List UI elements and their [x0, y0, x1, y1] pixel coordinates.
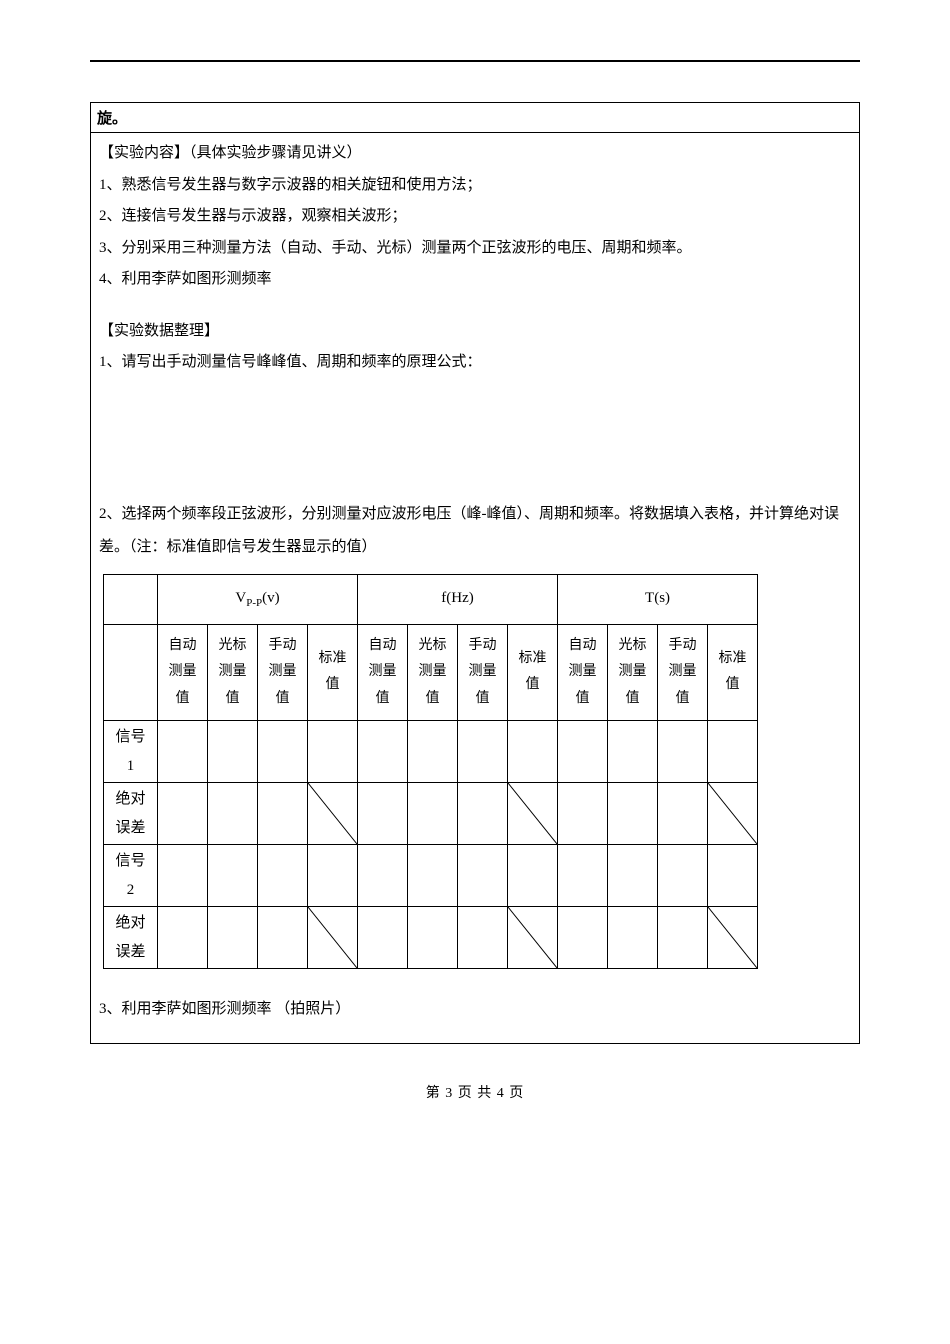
data-heading: 【实验数据整理】 [99, 319, 851, 345]
table-row: 信号1 [104, 721, 758, 783]
sub-h-std: 标准值 [308, 624, 358, 721]
exp-item-2: 2、连接信号发生器与示波器，观察相关波形； [99, 204, 851, 230]
data-q2: 2、选择两个频率段正弦波形，分别测量对应波形电压（峰-峰值）、周期和频率。将数据… [99, 498, 851, 564]
sub-h-manual: 手动测量值 [658, 624, 708, 721]
diagonal-cell [308, 783, 358, 845]
row-label-signal1: 信号1 [104, 721, 158, 783]
table-row: 绝对误差 [104, 907, 758, 969]
sub-h-manual: 手动测量值 [258, 624, 308, 721]
data-q1: 1、请写出手动测量信号峰峰值、周期和频率的原理公式： [99, 350, 851, 376]
diagonal-cell [508, 907, 558, 969]
sub-h-cursor: 光标测量值 [408, 624, 458, 721]
row-label-signal2: 信号2 [104, 845, 158, 907]
content-area: 【实验内容】（具体实验步骤请见讲义） 1、熟悉信号发生器与数字示波器的相关旋钮和… [91, 133, 859, 1043]
diagonal-cell [508, 783, 558, 845]
header-fragment: 旋。 [91, 103, 859, 133]
table-row: 绝对误差 [104, 783, 758, 845]
sub-h-auto: 自动测量值 [558, 624, 608, 721]
sub-h-cursor: 光标测量值 [208, 624, 258, 721]
table-row: 信号2 [104, 845, 758, 907]
group-header-t: T(s) [558, 574, 758, 624]
diagonal-cell [308, 907, 358, 969]
sub-header-blank [104, 624, 158, 721]
sub-h-cursor: 光标测量值 [608, 624, 658, 721]
content-box: 旋。 【实验内容】（具体实验步骤请见讲义） 1、熟悉信号发生器与数字示波器的相关… [90, 102, 860, 1044]
diagonal-cell [708, 907, 758, 969]
sub-h-auto: 自动测量值 [158, 624, 208, 721]
data-q3: 3、利用李萨如图形测频率 （拍照片） [99, 997, 851, 1023]
group-header-vpp: VP-P(v) [158, 574, 358, 624]
sub-h-manual: 手动测量值 [458, 624, 508, 721]
experiment-content-heading: 【实验内容】（具体实验步骤请见讲义） [99, 141, 851, 167]
exp-item-3: 3、分别采用三种测量方法（自动、手动、光标）测量两个正弦波形的电压、周期和频率。 [99, 236, 851, 262]
measurement-table: VP-P(v) f(Hz) T(s) 自动测量值 光标测量值 手动测量值 标准值… [103, 574, 758, 970]
table-corner [104, 574, 158, 624]
sub-h-std: 标准值 [708, 624, 758, 721]
top-rule [90, 60, 860, 62]
exp-item-1: 1、熟悉信号发生器与数字示波器的相关旋钮和使用方法； [99, 173, 851, 199]
page-footer: 第 3 页 共 4 页 [90, 1082, 860, 1102]
group-header-f: f(Hz) [358, 574, 558, 624]
sub-h-auto: 自动测量值 [358, 624, 408, 721]
page: 旋。 【实验内容】（具体实验步骤请见讲义） 1、熟悉信号发生器与数字示波器的相关… [0, 0, 950, 1344]
row-label-err1: 绝对误差 [104, 783, 158, 845]
exp-item-4: 4、利用李萨如图形测频率 [99, 267, 851, 293]
sub-h-std: 标准值 [508, 624, 558, 721]
row-label-err2: 绝对误差 [104, 907, 158, 969]
diagonal-cell [708, 783, 758, 845]
